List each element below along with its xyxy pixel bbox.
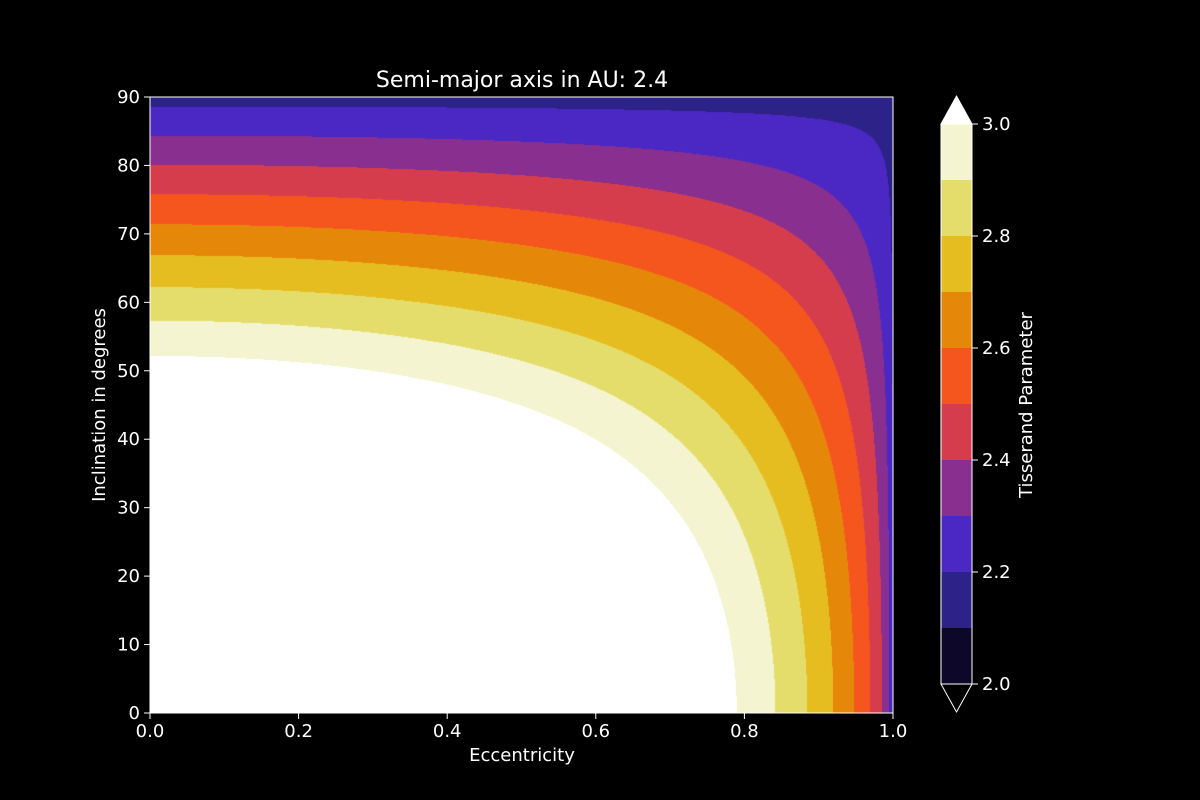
y-axis: 0 10 20 30 40 50 60 70 80 90 — [117, 87, 150, 724]
y-tick-label: 30 — [117, 498, 140, 519]
chart-title: Semi-major axis in AU: 2.4 — [376, 68, 668, 93]
colorbar-segment — [941, 180, 972, 236]
y-tick-label: 0 — [129, 703, 140, 724]
colorbar-segment — [941, 516, 972, 572]
colorbar-segment — [941, 460, 972, 516]
y-tick-label: 60 — [117, 292, 140, 313]
plot-area — [149, 96, 894, 714]
colorbar-segment — [941, 572, 972, 628]
y-tick-label: 40 — [117, 429, 140, 450]
colorbar-tick-label: 3.0 — [982, 114, 1011, 135]
y-axis-label: Inclination in degrees — [89, 308, 110, 502]
y-tick-label: 10 — [117, 635, 140, 656]
colorbar-tick-label: 2.4 — [982, 450, 1011, 471]
colorbar-segment — [941, 404, 972, 460]
x-axis: 0.0 0.2 0.4 0.6 0.8 1.0 — [136, 713, 908, 742]
colorbar-segment — [941, 348, 972, 404]
x-tick-label: 0.4 — [433, 721, 462, 742]
colorbar-tick-label: 2.2 — [982, 562, 1011, 583]
x-tick-label: 0.0 — [136, 721, 165, 742]
colorbar-segment — [941, 236, 972, 292]
colorbar: 2.0 2.2 2.4 2.6 2.8 3.0 — [940, 94, 1011, 714]
colorbar-segment — [941, 628, 972, 684]
x-tick-label: 0.2 — [284, 721, 313, 742]
x-tick-label: 0.6 — [581, 721, 610, 742]
x-tick-label: 0.8 — [730, 721, 759, 742]
contour-fill — [150, 97, 893, 713]
colorbar-tick-label: 2.6 — [982, 338, 1011, 359]
y-tick-label: 20 — [117, 566, 140, 587]
y-tick-label: 80 — [117, 155, 140, 176]
colorbar-segment — [941, 124, 972, 180]
colorbar-tick-label: 2.8 — [982, 226, 1011, 247]
colorbar-tick-label: 2.0 — [982, 674, 1011, 695]
x-axis-label: Eccentricity — [469, 745, 575, 766]
plot-frame — [149, 96, 894, 714]
y-tick-label: 90 — [117, 87, 140, 108]
y-tick-label: 70 — [117, 224, 140, 245]
colorbar-frame — [940, 123, 973, 685]
colorbar-label: Tisserand Parameter — [1016, 311, 1037, 499]
y-tick-label: 50 — [117, 361, 140, 382]
x-tick-label: 1.0 — [879, 721, 908, 742]
colorbar-segment — [941, 292, 972, 348]
